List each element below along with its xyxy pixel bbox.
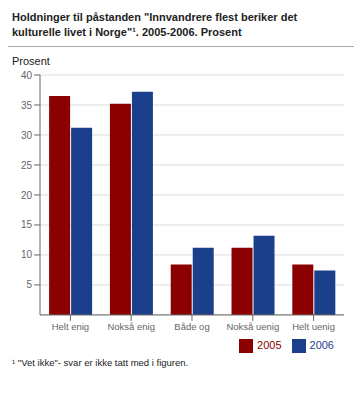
svg-text:15: 15 <box>21 219 33 230</box>
svg-text:40: 40 <box>21 70 33 81</box>
svg-text:Både og: Både og <box>174 321 209 332</box>
svg-text:10: 10 <box>21 249 33 260</box>
svg-text:Helt enig: Helt enig <box>52 321 90 332</box>
html-text:¹ "Vet ikke"- svar er ikke tat: ¹ "Vet ikke"- svar er ikke tatt med i fi… <box>12 357 189 368</box>
svg-text:20: 20 <box>21 190 33 201</box>
svg-text:30: 30 <box>21 130 33 141</box>
svg-text:Helt uenig: Helt uenig <box>292 321 335 332</box>
html-text:Holdninger til påstanden "Innv: Holdninger til påstanden "Innvandrere fl… <box>12 11 298 23</box>
svg-text:35: 35 <box>21 100 33 111</box>
svg-text:Nokså uenig: Nokså uenig <box>226 321 279 332</box>
svg-text:25: 25 <box>21 160 33 171</box>
svg-text:Nokså enig: Nokså enig <box>107 321 155 332</box>
html-text:Prosent: Prosent <box>12 55 50 67</box>
html-text:kulturelle livet i Norge"¹. 20: kulturelle livet i Norge"¹. 2005-2006. P… <box>12 26 242 38</box>
svg-text:5: 5 <box>26 279 32 290</box>
html-text:2006: 2006 <box>309 338 334 351</box>
html-text:2005: 2005 <box>257 338 282 351</box>
